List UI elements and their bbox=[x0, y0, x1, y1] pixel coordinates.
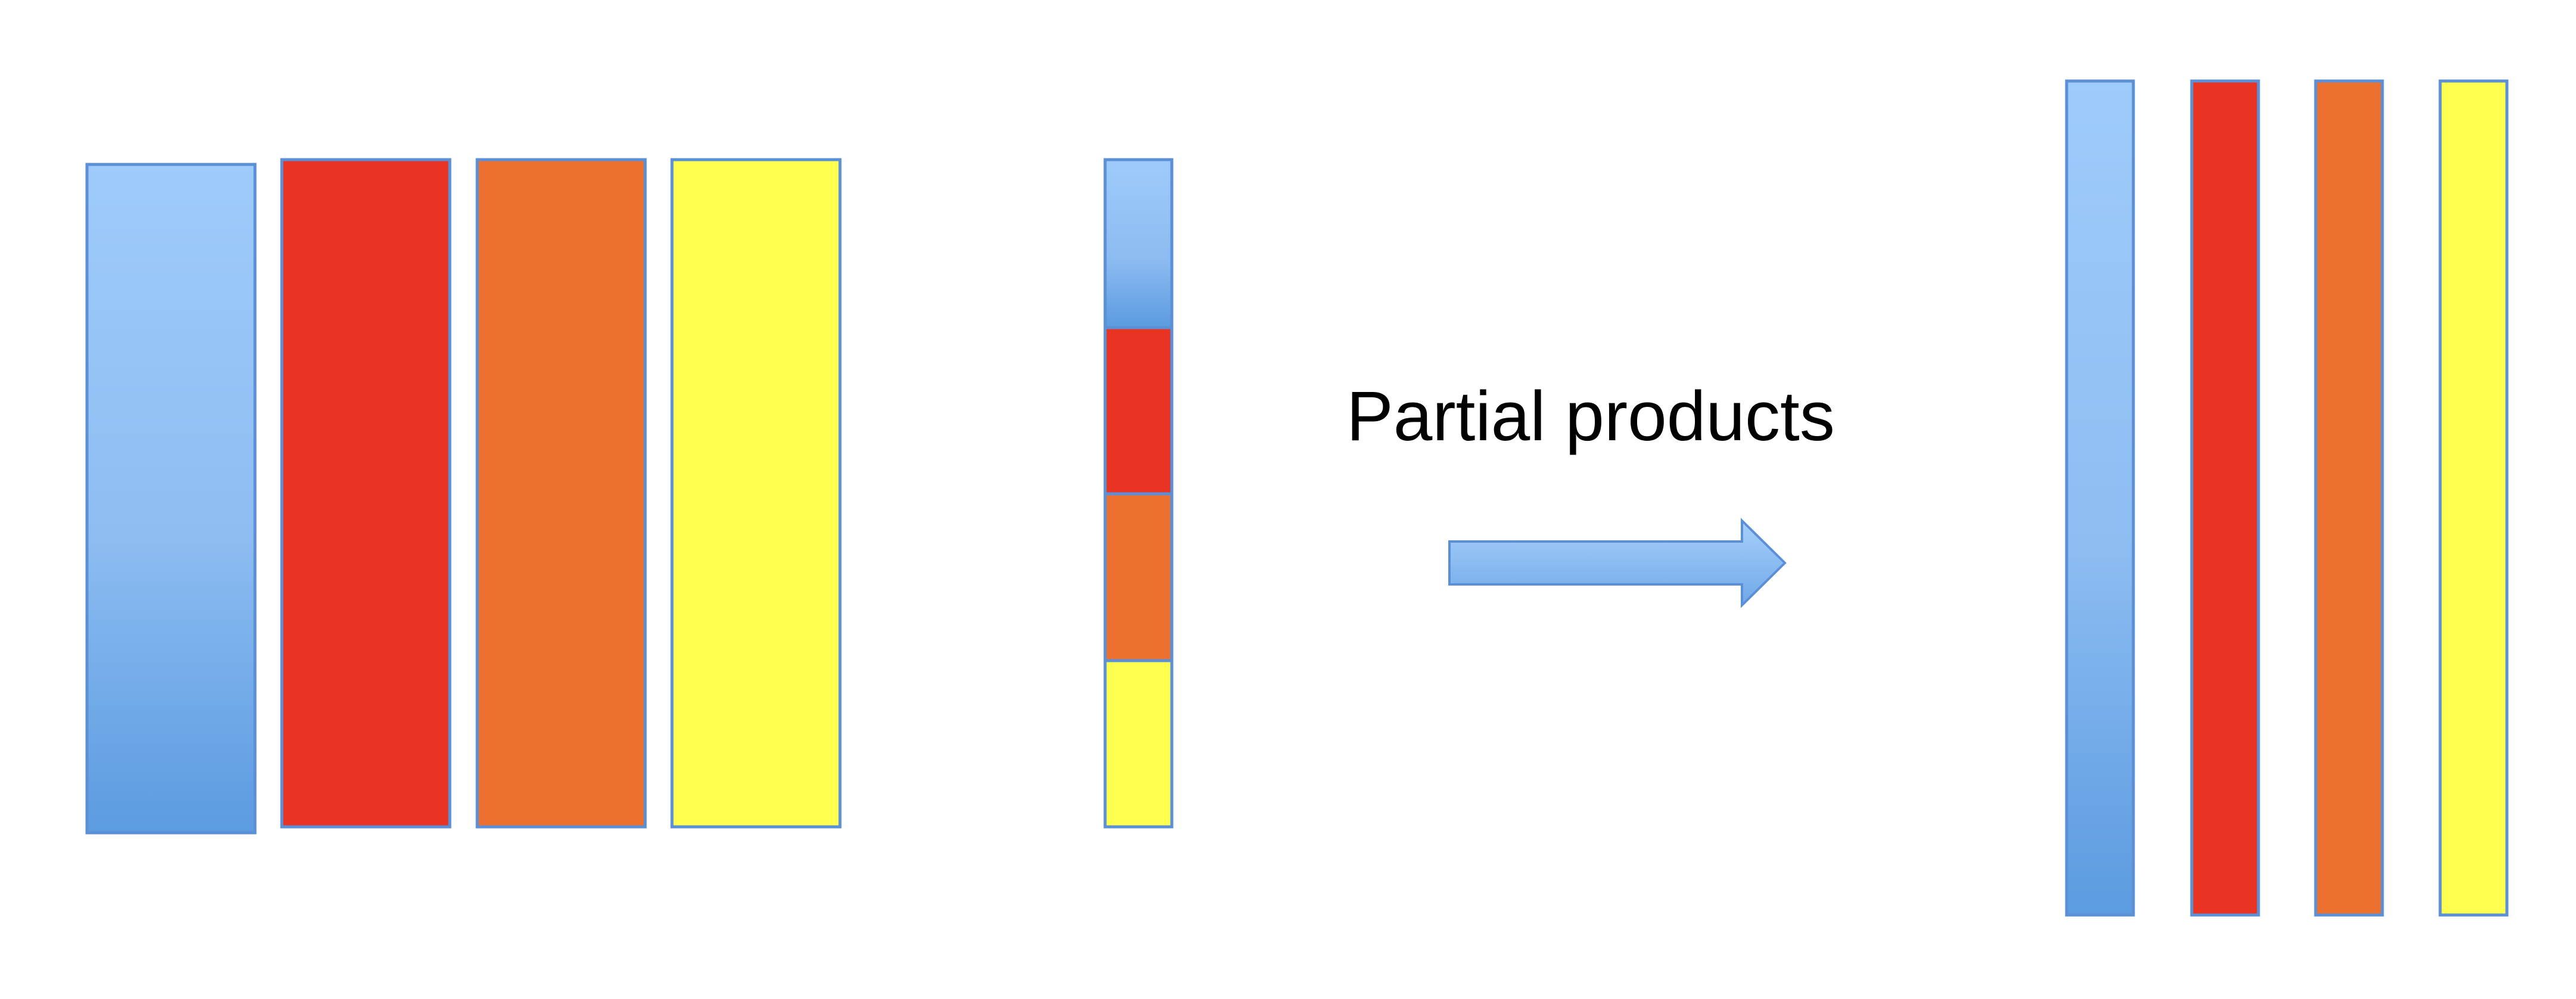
matrix bbox=[85, 158, 842, 835]
matrix-column-red bbox=[280, 158, 452, 829]
matrix-column-blue bbox=[85, 163, 257, 835]
right-arrow-icon bbox=[1448, 518, 1787, 608]
vector-segment-orange bbox=[1103, 492, 1174, 662]
vector bbox=[1103, 158, 1174, 829]
partial-products-label: Partial products bbox=[1346, 377, 1835, 456]
result-columns bbox=[2065, 79, 2509, 917]
result-column-blue bbox=[2065, 79, 2135, 917]
result-column-red bbox=[2190, 79, 2260, 917]
vector-segment-red bbox=[1103, 326, 1174, 496]
matrix-column-yellow bbox=[670, 158, 842, 829]
matrix-column-orange bbox=[475, 158, 647, 829]
vector-segment-blue bbox=[1103, 158, 1174, 329]
result-column-orange bbox=[2314, 79, 2384, 917]
vector-segment-yellow bbox=[1103, 659, 1174, 829]
result-column-yellow bbox=[2438, 79, 2509, 917]
